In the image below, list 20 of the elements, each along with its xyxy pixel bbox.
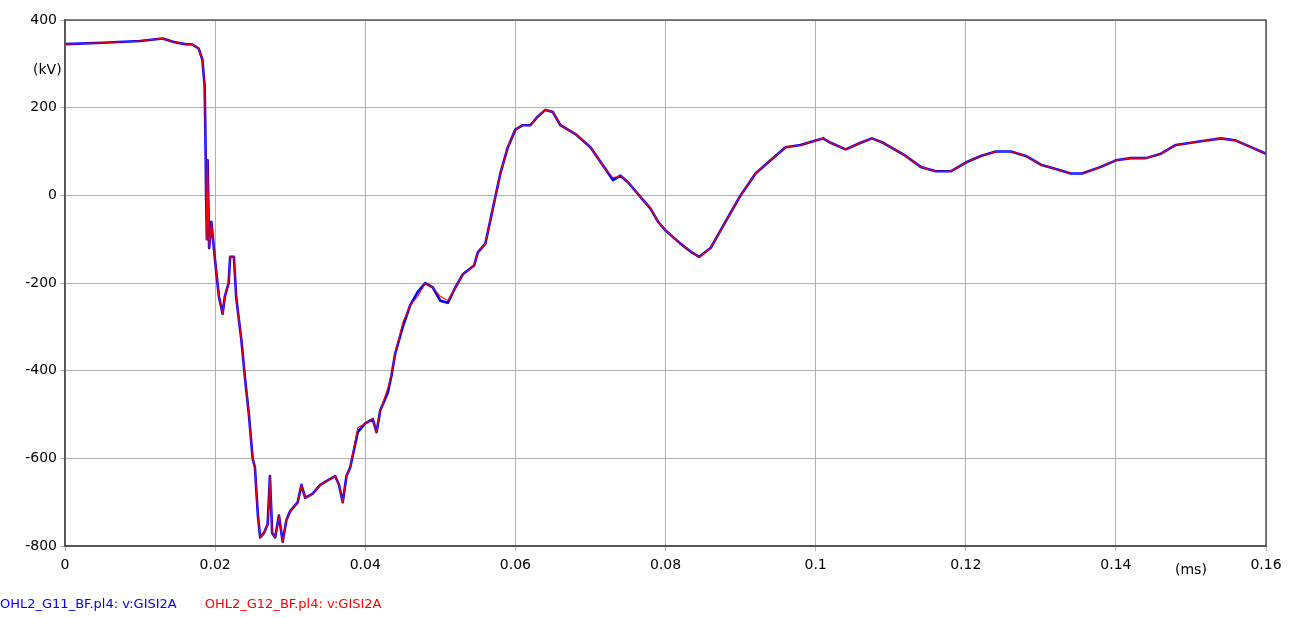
x-tick-label: 0.16	[1250, 556, 1282, 573]
y-tick-label: -200	[25, 273, 57, 290]
x-tick-label: 0.04	[349, 556, 381, 573]
x-tick-label: 0.1	[804, 556, 827, 573]
y-tick-label: 400	[30, 10, 57, 27]
y-tick-label: -400	[25, 361, 57, 378]
x-tick-label: 0.12	[950, 556, 982, 573]
x-axis-title: (ms)	[1175, 560, 1207, 577]
y-tick-label: -600	[25, 449, 57, 466]
text: OHL2_G11_BF.pl4: v:GISI2A	[0, 596, 177, 611]
x-tick-label: 0.14	[1100, 556, 1132, 573]
x-tick-label: 0.08	[649, 556, 682, 573]
y-axis-title: (kV)	[33, 60, 62, 77]
x-tick-label: 0.02	[199, 556, 231, 573]
x-tick-label: 0	[60, 556, 70, 573]
x-tick-label: 0.06	[499, 556, 532, 573]
text: OHL2_G12_BF.pl4: v:GISI2A	[204, 596, 382, 611]
y-tick-label: 0	[48, 186, 57, 203]
y-tick-label: -800	[25, 536, 57, 553]
y-tick-label: 200	[30, 98, 57, 115]
